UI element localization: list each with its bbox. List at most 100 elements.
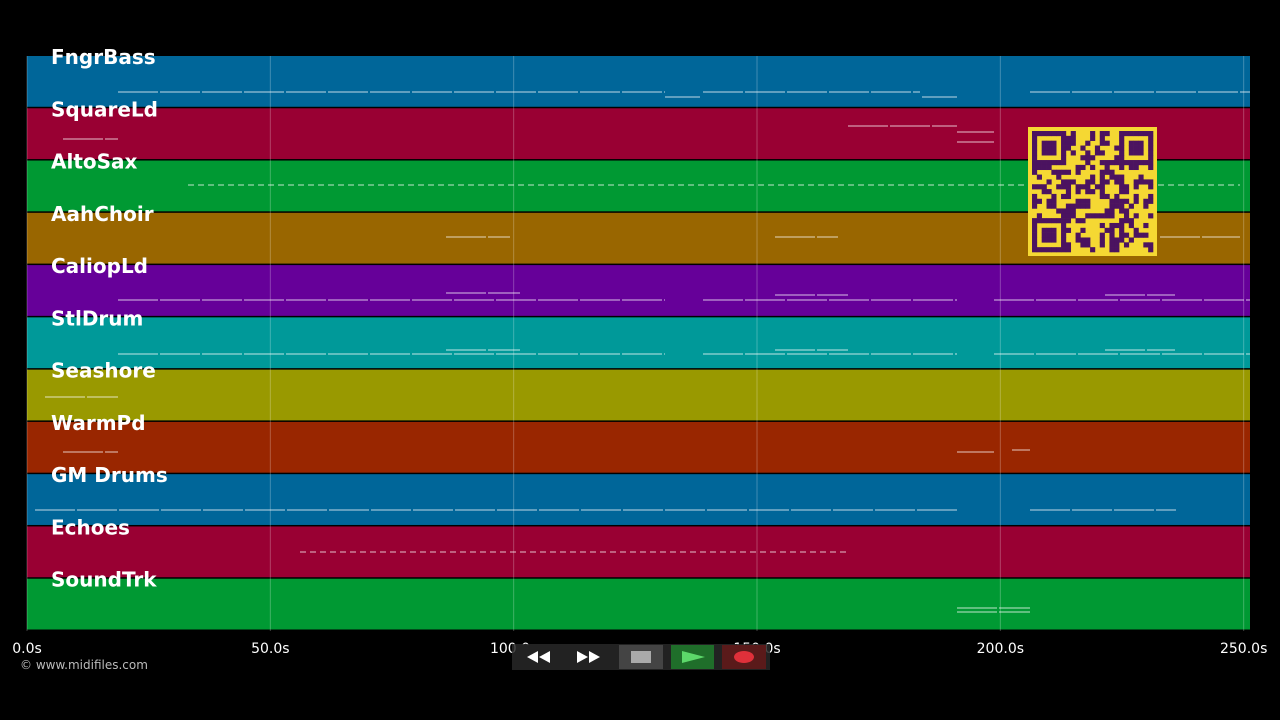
qr-cell xyxy=(1148,135,1154,141)
qr-cell xyxy=(1109,174,1115,180)
qr-cell xyxy=(1065,169,1072,175)
qr-cell xyxy=(1099,193,1105,200)
qr-cell xyxy=(1099,222,1105,229)
track-name: GM Drums xyxy=(51,463,168,487)
record-button[interactable] xyxy=(722,645,766,669)
qr-cell xyxy=(1119,184,1125,190)
qr-cell xyxy=(1143,160,1149,166)
qr-cell xyxy=(1123,218,1130,224)
qr-cell xyxy=(1085,198,1091,204)
qr-cell xyxy=(1041,184,1047,190)
qr-cell xyxy=(1123,198,1130,204)
qr-cell xyxy=(1114,247,1120,253)
fast-forward-button[interactable] xyxy=(567,645,612,669)
qr-cell xyxy=(1099,232,1105,238)
qr-cell xyxy=(1119,218,1125,224)
qr-cell xyxy=(1061,160,1067,166)
qr-cell xyxy=(1119,237,1125,243)
track-band xyxy=(27,526,1250,578)
qr-cell xyxy=(1080,145,1086,151)
qr-cell xyxy=(1061,247,1067,253)
qr-cell xyxy=(1099,135,1105,141)
qr-cell xyxy=(1036,247,1042,253)
stop-button[interactable] xyxy=(619,645,663,669)
qr-cell xyxy=(1123,242,1130,248)
qr-cell xyxy=(1090,131,1096,137)
qr-cell xyxy=(1128,140,1134,146)
qr-cell xyxy=(1046,247,1052,253)
qr-cell xyxy=(1085,237,1091,243)
qr-cell xyxy=(1065,145,1072,151)
qr-cell xyxy=(1128,145,1134,151)
qr-cell xyxy=(1061,179,1067,185)
qr-cell xyxy=(1143,179,1149,185)
qr-cell xyxy=(1065,203,1072,209)
qr-cell xyxy=(1061,184,1067,190)
qr-cell xyxy=(1085,179,1091,185)
qr-cell xyxy=(1119,131,1125,137)
qr-cell xyxy=(1065,179,1072,185)
qr-cell xyxy=(1061,227,1067,233)
qr-cell xyxy=(1032,155,1038,161)
qr-cell xyxy=(1148,155,1154,161)
qr-cell xyxy=(1109,160,1115,166)
qr-cell xyxy=(1123,189,1130,195)
qr-cell xyxy=(1075,169,1081,175)
play-button[interactable] xyxy=(670,645,715,669)
qr-cell xyxy=(1143,242,1149,248)
qr-cell xyxy=(1032,135,1038,141)
qr-cell xyxy=(1133,213,1139,219)
qr-cell xyxy=(1123,184,1130,190)
qr-cell xyxy=(1056,131,1062,137)
qr-cell xyxy=(1148,179,1154,185)
qr-cell xyxy=(1114,155,1120,161)
qr-cell xyxy=(1104,140,1110,146)
qr-cell xyxy=(1075,232,1081,238)
qr-cell xyxy=(1114,179,1120,185)
qr-cell xyxy=(1046,189,1052,195)
qr-cell xyxy=(1119,179,1125,185)
track-band xyxy=(27,317,1250,369)
track-band xyxy=(27,421,1250,473)
qr-cell xyxy=(1119,174,1125,180)
qr-cell xyxy=(1075,164,1081,171)
qr-cell xyxy=(1138,232,1144,238)
qr-cell xyxy=(1090,247,1096,253)
qr-cell xyxy=(1128,222,1134,229)
qr-cell xyxy=(1128,164,1134,171)
qr-cell xyxy=(1114,198,1120,204)
tick-label: 250.0s xyxy=(1220,641,1267,657)
qr-cell xyxy=(1148,184,1154,190)
qr-cell xyxy=(1143,203,1149,209)
qr-cell xyxy=(1099,184,1105,190)
qr-cell xyxy=(1046,227,1052,233)
qr-cell xyxy=(1032,184,1038,190)
qr-cell xyxy=(1051,150,1057,156)
qr-cell xyxy=(1133,131,1139,137)
qr-cell xyxy=(1119,160,1125,166)
qr-cell xyxy=(1148,213,1154,219)
qr-cell xyxy=(1032,145,1038,151)
stop-icon xyxy=(630,651,651,663)
qr-cell xyxy=(1056,160,1062,166)
qr-cell xyxy=(1148,160,1154,166)
qr-cell xyxy=(1114,222,1120,229)
qr-cell xyxy=(1046,203,1052,209)
qr-cell xyxy=(1119,145,1125,151)
qr-cell xyxy=(1099,169,1105,175)
qr-cell xyxy=(1032,222,1038,229)
qr-cell xyxy=(1138,179,1144,185)
qr-cell xyxy=(1075,203,1081,209)
qr-cell xyxy=(1061,150,1067,156)
qr-cell xyxy=(1046,198,1052,204)
qr-cell xyxy=(1123,232,1130,238)
qr-cell xyxy=(1032,140,1038,146)
qr-cell xyxy=(1036,218,1042,224)
qr-cell xyxy=(1080,198,1086,204)
qr-cell xyxy=(1138,145,1144,151)
qr-cell xyxy=(1051,160,1057,166)
rewind-button[interactable] xyxy=(516,645,560,669)
track-band xyxy=(27,474,1250,525)
qr-cell xyxy=(1065,208,1072,214)
qr-cell xyxy=(1070,208,1076,214)
